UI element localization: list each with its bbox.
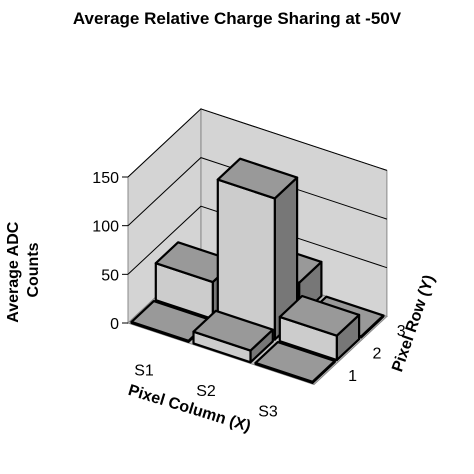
bar-top-face: [278, 294, 361, 337]
bar-top-face: [254, 341, 336, 383]
x-tick-label: S3: [258, 403, 278, 420]
y-tick-label: 2: [372, 345, 381, 362]
chart-title: Average Relative Charge Sharing at -50V: [73, 9, 402, 28]
y-tick-label: 3: [397, 323, 406, 340]
z-tick-label: 100: [92, 219, 119, 236]
bar-top-face: [192, 309, 274, 352]
y-axis-ticks: 123: [348, 323, 406, 385]
chart-gridlines: [127, 108, 388, 275]
z-tick-label: 150: [92, 170, 119, 187]
z-tick-label: 50: [101, 267, 119, 284]
bar: [278, 294, 361, 362]
x-axis-ticks: S1 S2 S3: [134, 362, 278, 420]
x-tick-label: S2: [196, 383, 216, 400]
z-axis-label-line-1: Average ADC: [5, 221, 22, 323]
bar-top-face: [216, 157, 299, 200]
gridline: [127, 205, 388, 275]
z-axis-label-line-2: Counts: [25, 242, 42, 297]
y-tick-label: 1: [348, 368, 357, 385]
gridline: [127, 157, 388, 227]
bar: [254, 341, 336, 384]
chart-bars: [130, 157, 385, 384]
z-axis-label: Average ADC Counts: [5, 217, 42, 323]
x-axis-label: Pixel Column (X): [126, 382, 253, 435]
z-tick-label: 0: [110, 316, 119, 333]
x-tick-label: S1: [134, 362, 154, 379]
bar: [192, 309, 274, 364]
z-axis-ticks: 0 50 100 150: [92, 170, 128, 333]
gridline: [127, 108, 388, 178]
